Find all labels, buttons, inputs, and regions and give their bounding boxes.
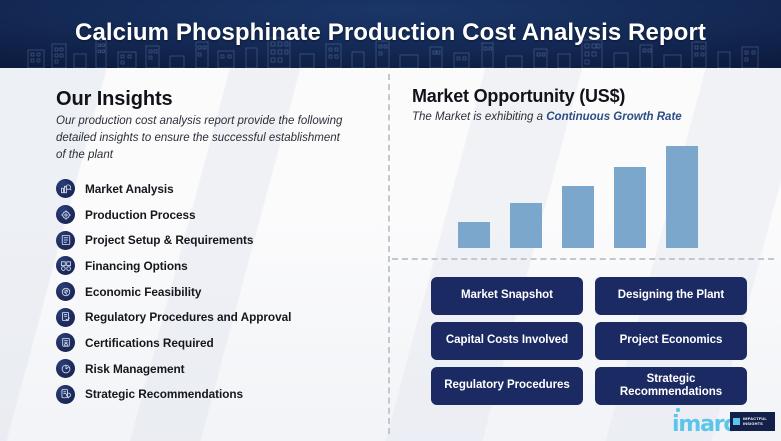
logo-square-icon bbox=[733, 418, 740, 425]
list-item-label: Project Setup & Requirements bbox=[85, 233, 254, 248]
regulatory-procedures-icon bbox=[56, 307, 75, 327]
market-opportunity-bar-chart bbox=[458, 140, 698, 248]
list-item-label: Risk Management bbox=[85, 361, 185, 376]
risk-management-icon bbox=[56, 359, 75, 379]
header-banner: Calcium Phosphinate Production Cost Anal… bbox=[0, 0, 781, 68]
list-item[interactable]: Strategic Recommendations bbox=[56, 382, 386, 408]
chart-bar bbox=[562, 186, 594, 248]
city-skyline-icon bbox=[27, 37, 759, 68]
market-analysis-icon bbox=[56, 179, 75, 199]
economic-feasibility-icon bbox=[56, 282, 75, 302]
topic-button[interactable]: Capital Costs Involved bbox=[431, 322, 583, 360]
topic-button[interactable]: Project Economics bbox=[595, 322, 747, 360]
market-opportunity-subtitle: The Market is exhibiting a Continuous Gr… bbox=[412, 111, 682, 123]
topic-button[interactable]: Regulatory Procedures bbox=[431, 367, 583, 405]
vertical-divider bbox=[388, 74, 390, 434]
strategic-recommendations-icon bbox=[56, 384, 75, 404]
subtitle-prefix: The Market is exhibiting a bbox=[412, 111, 547, 123]
list-item-label: Economic Feasibility bbox=[85, 284, 202, 299]
market-opportunity-panel: Market Opportunity (US$) The Market is e… bbox=[388, 68, 781, 441]
financing-options-icon bbox=[56, 256, 75, 276]
certifications-icon bbox=[56, 333, 75, 353]
chart-bar bbox=[458, 222, 490, 248]
topic-button[interactable]: Designing the Plant bbox=[595, 277, 747, 315]
list-item-label: Regulatory Procedures and Approval bbox=[85, 310, 292, 325]
list-item[interactable]: Market Analysis bbox=[56, 176, 386, 202]
list-item[interactable]: Production Process bbox=[56, 202, 386, 228]
chart-bar bbox=[510, 203, 542, 248]
list-item[interactable]: Risk Management bbox=[56, 356, 386, 382]
subtitle-highlight: Continuous Growth Rate bbox=[546, 111, 682, 123]
imarc-logo: imarc IMPACTFUL INSIGHTS bbox=[672, 407, 776, 437]
list-item-label: Market Analysis bbox=[85, 181, 174, 196]
chart-bar bbox=[666, 146, 698, 248]
list-item[interactable]: Economic Feasibility bbox=[56, 279, 386, 305]
insights-panel: Our Insights Our production cost analysi… bbox=[0, 68, 388, 441]
logo-tagline-line2: INSIGHTS bbox=[743, 420, 763, 426]
list-item-label: Certifications Required bbox=[85, 335, 214, 350]
logo-wordmark: imarc bbox=[672, 412, 736, 437]
insights-subtitle: Our production cost analysis report prov… bbox=[56, 115, 343, 161]
page-title: Calcium Phosphinate Production Cost Anal… bbox=[75, 19, 706, 46]
logo-tagline: IMPACTFUL INSIGHTS bbox=[743, 415, 767, 426]
topic-button-grid: Market Snapshot Designing the Plant Capita… bbox=[431, 277, 747, 405]
list-item[interactable]: Financing Options bbox=[56, 253, 386, 279]
chart-bar bbox=[614, 167, 646, 248]
insights-title: Our Insights bbox=[56, 88, 173, 110]
list-item[interactable]: Project Setup & Requirements bbox=[56, 227, 386, 253]
topic-button[interactable]: Market Snapshot bbox=[431, 277, 583, 315]
horizontal-divider bbox=[392, 258, 774, 260]
list-item-label: Financing Options bbox=[85, 258, 188, 273]
logo-dot-icon bbox=[676, 408, 680, 412]
insights-list: Market Analysis Production Process Proje… bbox=[56, 176, 386, 407]
production-process-icon bbox=[56, 205, 75, 225]
list-item-label: Strategic Recommendations bbox=[85, 387, 244, 402]
topic-button[interactable]: Strategic Recommendations bbox=[595, 367, 747, 405]
logo-tagline-badge: IMPACTFUL INSIGHTS bbox=[730, 412, 775, 431]
market-opportunity-title: Market Opportunity (US$) bbox=[412, 86, 626, 106]
project-setup-icon bbox=[56, 230, 75, 250]
list-item-label: Production Process bbox=[85, 207, 196, 222]
logo-tagline-line1: IMPACTFUL bbox=[743, 415, 767, 421]
list-item[interactable]: Regulatory Procedures and Approval bbox=[56, 304, 386, 330]
list-item[interactable]: Certifications Required bbox=[56, 330, 386, 356]
